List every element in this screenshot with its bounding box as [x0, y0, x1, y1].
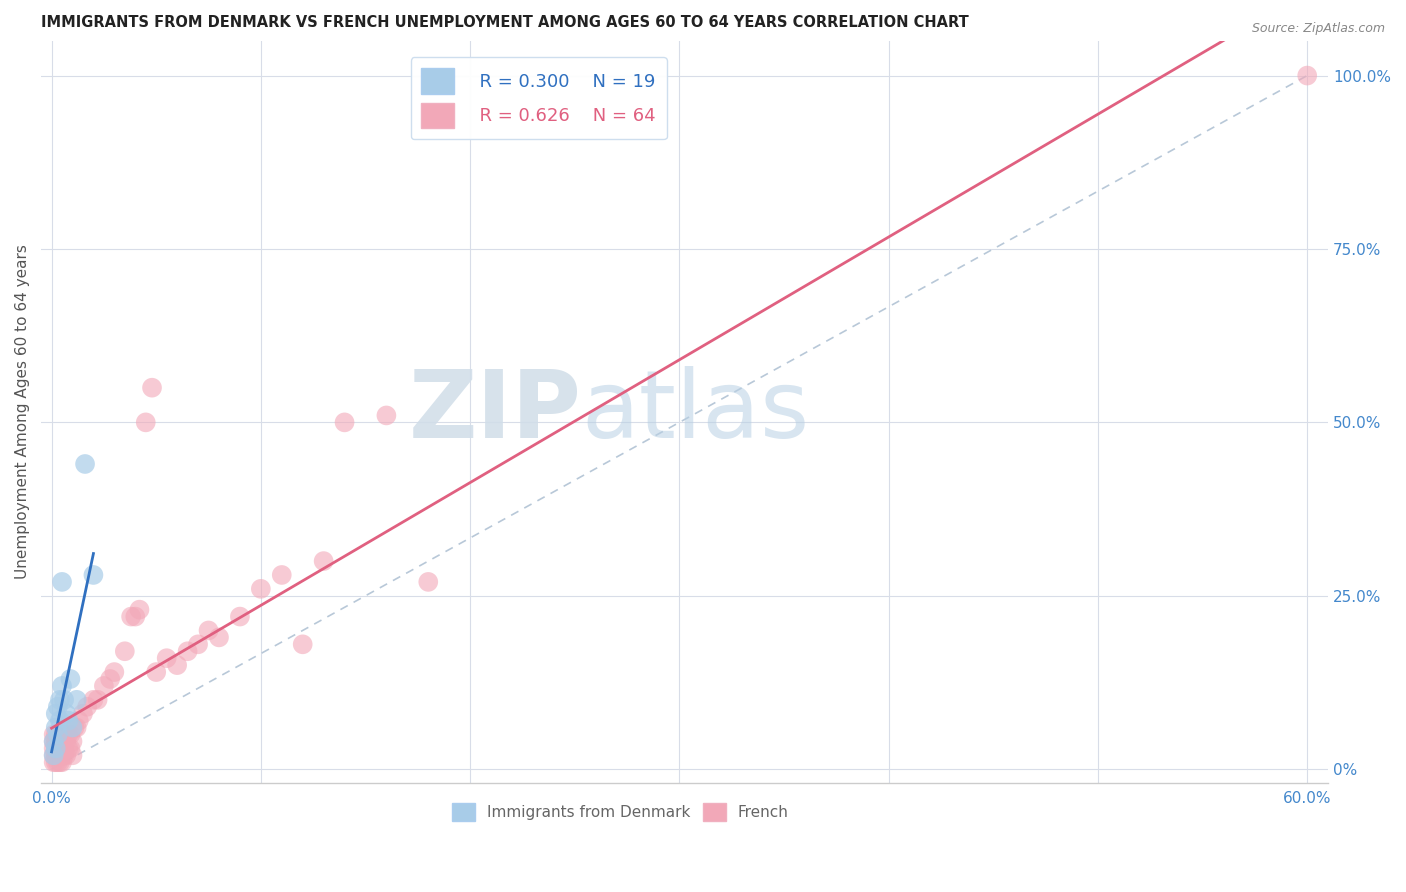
Point	[66, 721, 89, 735]
Point	[58, 714, 80, 728]
Point	[45, 721, 67, 735]
Legend: Immigrants from Denmark, French: Immigrants from Denmark, French	[446, 797, 794, 828]
Point	[49, 748, 72, 763]
Point	[49, 741, 72, 756]
Point	[55, 706, 77, 721]
Point	[124, 609, 146, 624]
Point	[49, 693, 72, 707]
Point	[42, 748, 65, 763]
Point	[59, 672, 82, 686]
Point	[98, 672, 121, 686]
Point	[59, 741, 82, 756]
Point	[166, 658, 188, 673]
Point	[333, 416, 356, 430]
Point	[208, 631, 231, 645]
Point	[128, 602, 150, 616]
Point	[42, 741, 65, 756]
Point	[291, 637, 314, 651]
Point	[51, 756, 73, 770]
Point	[82, 568, 104, 582]
Point	[156, 651, 179, 665]
Point	[46, 756, 69, 770]
Point	[93, 679, 115, 693]
Point	[58, 727, 80, 741]
Point	[176, 644, 198, 658]
Point	[42, 727, 65, 741]
Point	[229, 609, 252, 624]
Text: ZIP: ZIP	[409, 366, 582, 458]
Point	[53, 741, 76, 756]
Point	[45, 741, 67, 756]
Point	[375, 409, 398, 423]
Point	[250, 582, 273, 596]
Point	[62, 748, 84, 763]
Point	[51, 734, 73, 748]
Point	[46, 748, 69, 763]
Point	[45, 756, 67, 770]
Point	[45, 748, 67, 763]
Point	[62, 721, 84, 735]
Point	[45, 706, 67, 721]
Point	[46, 734, 69, 748]
Point	[42, 748, 65, 763]
Point	[67, 714, 90, 728]
Point	[72, 706, 94, 721]
Point	[55, 748, 77, 763]
Point	[42, 734, 65, 748]
Point	[49, 727, 72, 741]
Point	[73, 457, 96, 471]
Point	[46, 741, 69, 756]
Point	[63, 721, 86, 735]
Point	[51, 679, 73, 693]
Point	[141, 381, 163, 395]
Point	[53, 748, 76, 763]
Point	[59, 727, 82, 741]
Text: Source: ZipAtlas.com: Source: ZipAtlas.com	[1251, 22, 1385, 36]
Point	[49, 714, 72, 728]
Text: atlas: atlas	[582, 366, 810, 458]
Point	[51, 748, 73, 763]
Point	[187, 637, 209, 651]
Point	[103, 665, 125, 679]
Point	[45, 741, 67, 756]
Point	[51, 574, 73, 589]
Text: IMMIGRANTS FROM DENMARK VS FRENCH UNEMPLOYMENT AMONG AGES 60 TO 64 YEARS CORRELA: IMMIGRANTS FROM DENMARK VS FRENCH UNEMPL…	[41, 15, 969, 30]
Point	[86, 693, 108, 707]
Point	[49, 756, 72, 770]
Point	[58, 741, 80, 756]
Point	[120, 609, 142, 624]
Point	[312, 554, 335, 568]
Point	[46, 699, 69, 714]
Point	[418, 574, 440, 589]
Point	[55, 734, 77, 748]
Point	[82, 693, 104, 707]
Point	[145, 665, 167, 679]
Y-axis label: Unemployment Among Ages 60 to 64 years: Unemployment Among Ages 60 to 64 years	[15, 244, 30, 580]
Point	[53, 693, 76, 707]
Point	[45, 727, 67, 741]
Point	[114, 644, 136, 658]
Point	[135, 416, 157, 430]
Point	[1296, 69, 1319, 83]
Point	[46, 727, 69, 741]
Point	[270, 568, 292, 582]
Point	[197, 624, 219, 638]
Point	[45, 734, 67, 748]
Point	[76, 699, 98, 714]
Point	[42, 756, 65, 770]
Point	[42, 734, 65, 748]
Point	[66, 693, 89, 707]
Point	[53, 727, 76, 741]
Point	[62, 734, 84, 748]
